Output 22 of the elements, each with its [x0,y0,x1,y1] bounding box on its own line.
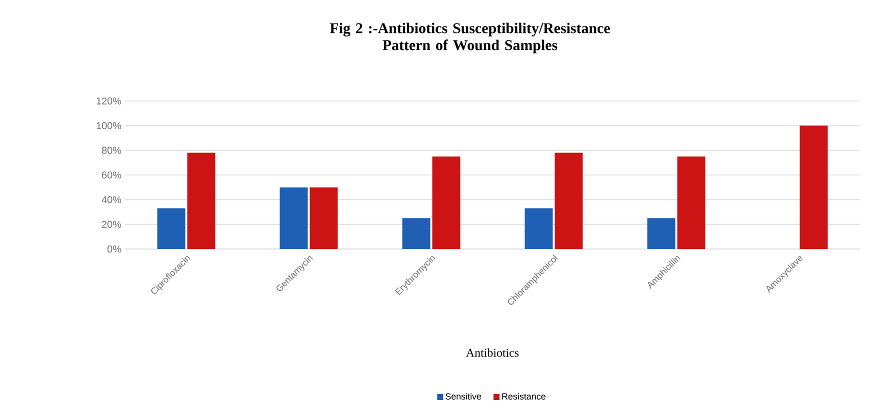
y-tick-label: 60% [102,171,122,179]
bar [677,156,706,249]
bar [800,126,828,249]
y-tick-label: 120% [96,97,122,105]
bar [280,187,308,249]
legend-label: Sensitive [446,393,482,400]
y-tick-label: 40% [102,196,122,204]
bar [554,152,583,249]
y-tick-label: 100% [96,122,122,130]
bar [432,156,460,249]
x-axis-title: Antibiotics [466,348,519,357]
chart-title: Fig 2 :-Antibiotics Susceptibility/Resistance Pattern of Wound Samples [330,22,610,54]
bar [310,187,338,249]
bar [402,218,430,249]
bar [647,218,676,249]
y-tick-label: 20% [102,220,122,228]
bar [157,208,186,249]
bar [524,208,553,249]
y-tick-label: 0% [107,245,122,253]
legend-label: Resistance [502,393,546,400]
bar [187,152,216,249]
y-tick-label: 80% [102,146,122,154]
